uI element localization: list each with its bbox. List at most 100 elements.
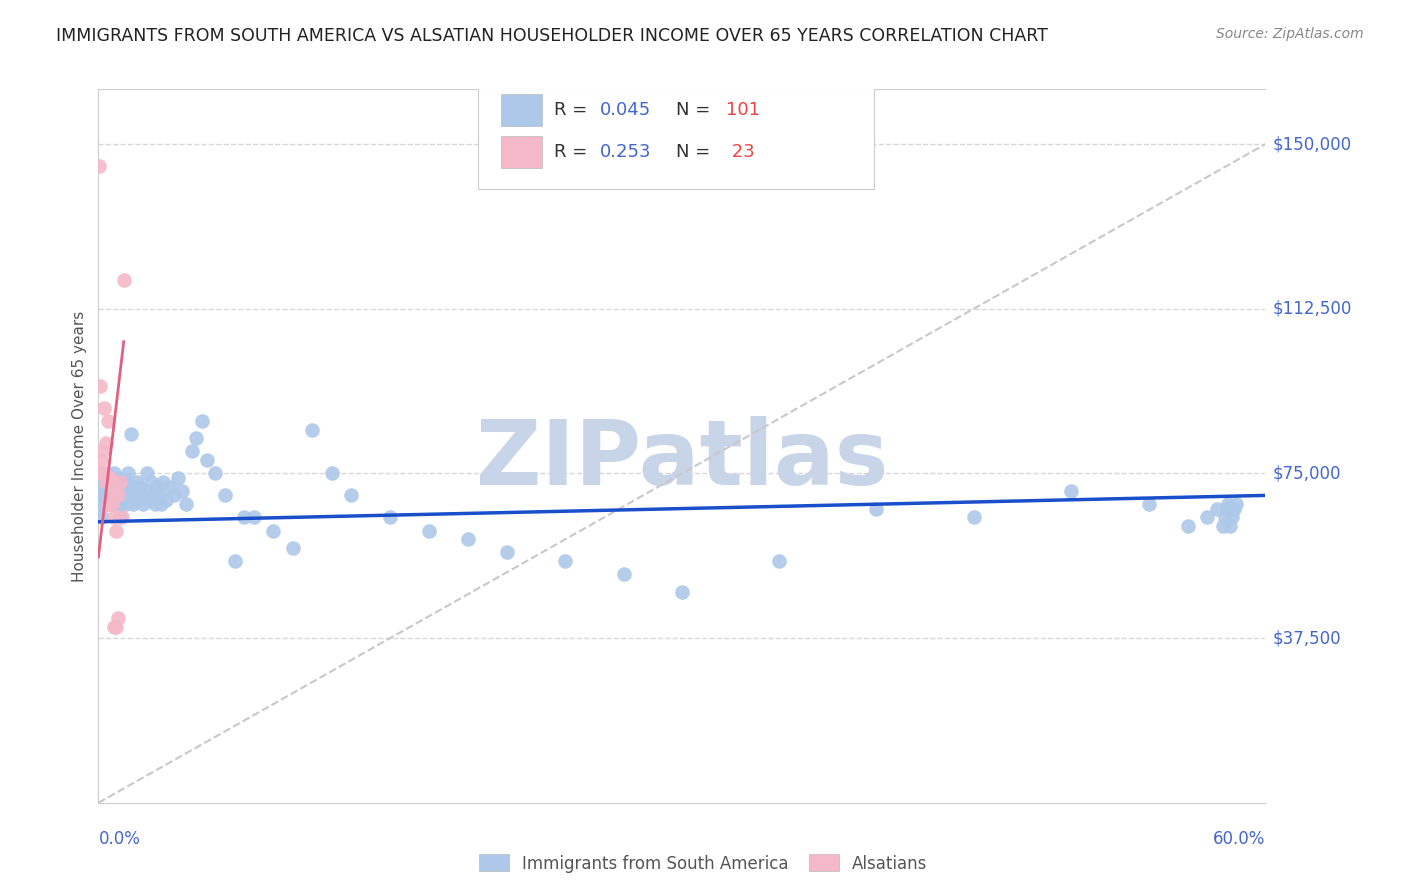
Point	[143, 497, 166, 511]
Point	[101, 488, 124, 502]
Point	[865, 501, 887, 516]
Point	[340, 488, 363, 502]
Text: $112,500: $112,500	[1272, 300, 1351, 318]
Point	[418, 524, 440, 538]
Point	[107, 480, 129, 494]
Text: N =: N =	[676, 143, 716, 161]
Point	[124, 488, 146, 502]
Point	[554, 554, 576, 568]
Point	[146, 480, 169, 494]
Point	[103, 510, 125, 524]
Point	[1215, 501, 1237, 516]
Point	[103, 480, 125, 494]
Point	[114, 497, 136, 511]
Point	[97, 497, 120, 511]
Text: $150,000: $150,000	[1272, 135, 1351, 153]
Text: N =: N =	[676, 102, 716, 120]
FancyBboxPatch shape	[501, 136, 541, 168]
Point	[97, 497, 120, 511]
Point	[152, 475, 174, 490]
Text: $75,000: $75,000	[1272, 465, 1341, 483]
Text: 60.0%: 60.0%	[1213, 830, 1265, 847]
Point	[98, 471, 121, 485]
Point	[962, 510, 984, 524]
Point	[91, 467, 114, 481]
Point	[98, 480, 121, 494]
Point	[127, 475, 149, 490]
Point	[148, 488, 170, 502]
Point	[1195, 510, 1218, 524]
Point	[163, 488, 186, 502]
Point	[93, 488, 115, 502]
Text: ZIPatlas: ZIPatlas	[475, 417, 889, 504]
Point	[93, 467, 115, 481]
Point	[138, 492, 160, 507]
Point	[89, 378, 111, 392]
Point	[190, 414, 212, 428]
Point	[103, 620, 125, 634]
Point	[90, 453, 112, 467]
Point	[132, 497, 155, 511]
Point	[1212, 519, 1234, 533]
Point	[159, 480, 181, 494]
Text: IMMIGRANTS FROM SOUTH AMERICA VS ALSATIAN HOUSEHOLDER INCOME OVER 65 YEARS CORRE: IMMIGRANTS FROM SOUTH AMERICA VS ALSATIA…	[56, 27, 1047, 45]
Point	[107, 471, 129, 485]
Point	[214, 488, 236, 502]
Point	[108, 497, 131, 511]
Point	[1220, 510, 1243, 524]
Point	[98, 483, 121, 498]
Point	[104, 488, 127, 502]
Point	[180, 444, 202, 458]
Point	[204, 467, 226, 481]
Point	[233, 510, 256, 524]
Text: 23: 23	[727, 143, 755, 161]
Point	[96, 475, 118, 490]
Point	[184, 431, 207, 445]
Point	[91, 444, 114, 458]
Point	[97, 488, 120, 502]
Point	[378, 510, 402, 524]
Point	[142, 488, 165, 502]
Point	[121, 426, 143, 441]
Text: $37,500: $37,500	[1272, 629, 1341, 647]
Point	[114, 475, 136, 490]
Text: R =: R =	[554, 143, 592, 161]
Point	[122, 497, 145, 511]
Point	[281, 541, 304, 555]
Point	[104, 483, 127, 498]
Point	[107, 488, 129, 502]
Point	[262, 524, 284, 538]
Point	[129, 488, 152, 502]
Point	[127, 492, 149, 507]
Point	[134, 483, 156, 498]
Text: Source: ZipAtlas.com: Source: ZipAtlas.com	[1216, 27, 1364, 41]
Point	[1225, 497, 1247, 511]
Point	[128, 480, 150, 494]
Point	[93, 471, 115, 485]
Point	[224, 554, 246, 568]
Point	[96, 467, 118, 481]
Point	[104, 475, 127, 490]
Point	[96, 492, 118, 507]
Point	[243, 510, 266, 524]
Text: 101: 101	[727, 102, 761, 120]
Point	[91, 510, 114, 524]
Point	[117, 488, 139, 502]
Point	[98, 471, 121, 485]
Point	[1060, 483, 1083, 498]
Point	[96, 483, 118, 498]
Point	[671, 585, 693, 599]
Point	[112, 488, 135, 502]
Point	[104, 497, 127, 511]
Point	[97, 414, 120, 428]
Point	[167, 471, 190, 485]
Point	[122, 480, 145, 494]
Point	[107, 488, 129, 502]
Point	[101, 497, 124, 511]
Point	[111, 510, 134, 524]
Point	[112, 480, 135, 494]
Point	[117, 467, 139, 481]
Point	[1205, 501, 1227, 516]
Point	[101, 475, 124, 490]
Point	[612, 567, 634, 582]
